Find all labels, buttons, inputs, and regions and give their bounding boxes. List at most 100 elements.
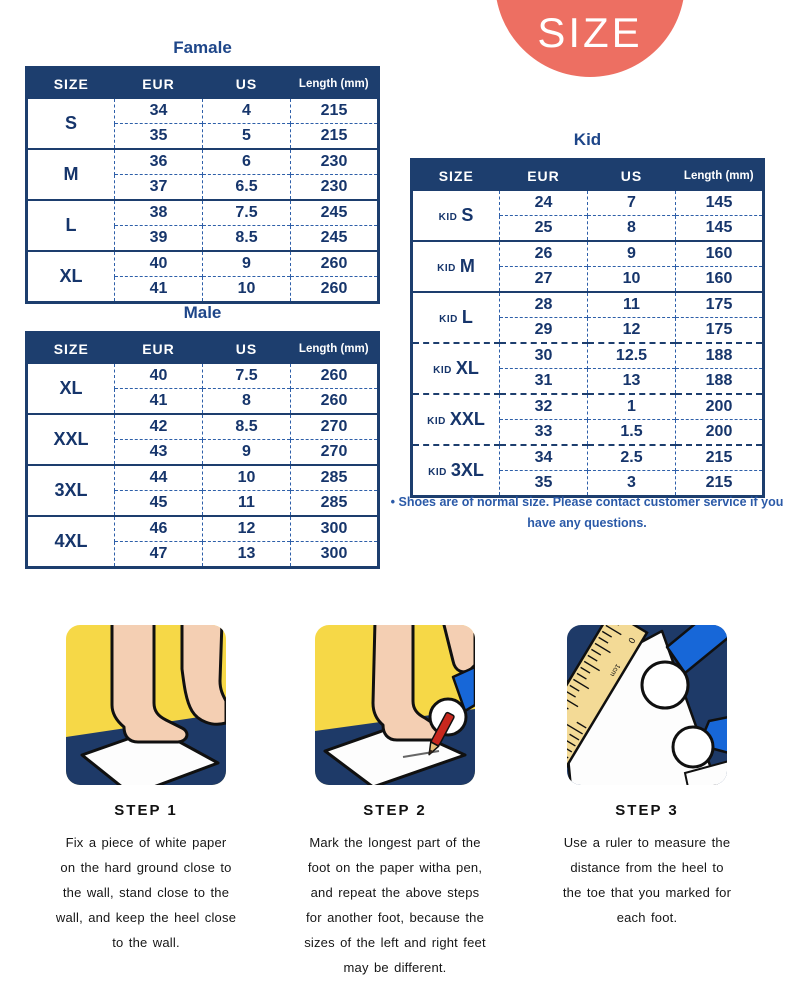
table-cell: 7.5 — [202, 199, 291, 226]
size-label-cell: KID M — [411, 240, 500, 292]
table-cell: 38 — [114, 199, 203, 226]
size-label-cell: 3XL — [26, 464, 115, 516]
table-cell: 6 — [202, 148, 291, 175]
table-cell: 12 — [587, 317, 676, 343]
table-cell: 36 — [114, 148, 203, 175]
table-cell: 11 — [587, 291, 676, 318]
kid-prefix: KID — [438, 212, 458, 223]
table-row: 35 5 215 — [27, 123, 379, 149]
step-2-text: Mark the longest part of the foot on the … — [265, 830, 525, 980]
step-text-line: foot on the paper witha pen, — [307, 860, 483, 875]
table-cell: 8 — [587, 215, 676, 241]
table-cell: 160 — [675, 240, 764, 267]
kid-prefix: KID — [428, 467, 447, 478]
table-cell: 25 — [499, 215, 588, 241]
size-badge-label: SIZE — [537, 9, 643, 56]
female-size-table: SIZE EUR US Length (mm) S 34 4 215 35 5 215 M 36 6 230… — [25, 66, 380, 304]
table-row: 35 3 215 — [412, 470, 764, 497]
size-note-line: • Shoes are of normal size. Please conta… — [390, 495, 784, 509]
table-row: KID L 28 11 175 — [411, 291, 764, 343]
table-cell: 26 — [499, 240, 588, 267]
table-row: 43 9 270 — [27, 439, 379, 465]
kid-prefix: KID — [437, 263, 456, 274]
table-row: KID XXL 32 1 200 — [411, 393, 764, 445]
male-size-table: SIZE EUR US Length (mm) XL 40 7.5 260 41 8 260 XXL 4… — [25, 331, 380, 569]
female-size-section: Famale SIZE EUR US Length (mm) S 34 4 215 35 5 215… — [25, 38, 380, 304]
column-header: SIZE — [26, 332, 115, 364]
svg-text:0: 0 — [626, 636, 637, 645]
table-cell: 260 — [290, 388, 379, 414]
step-2-block: STEP 2 Mark the longest part of the foot … — [265, 625, 525, 980]
header-row: SIZE EUR US Length (mm) — [26, 67, 379, 99]
table-cell: 13 — [202, 541, 291, 568]
step-3-title: STEP 3 — [615, 802, 679, 819]
kid-prefix: KID — [433, 365, 452, 376]
column-header: SIZE — [26, 67, 115, 99]
table-cell: 8.5 — [202, 225, 291, 251]
size-label-cell: S — [64, 113, 77, 133]
table-cell: 10 — [202, 276, 291, 303]
table-cell: 9 — [202, 439, 291, 465]
step-text-line: the toe that you marked for — [562, 885, 732, 900]
table-cell: 175 — [675, 317, 764, 343]
table-cell: 32 — [499, 393, 588, 420]
step-text-line: sizes of the left and right feet — [304, 935, 486, 950]
table-cell: 260 — [290, 250, 379, 277]
table-row: 29 12 175 — [412, 317, 764, 343]
column-header: Length (mm) — [675, 159, 764, 191]
column-header: EUR — [499, 159, 588, 191]
step-2-title: STEP 2 — [363, 802, 427, 819]
table-cell: 285 — [290, 464, 379, 491]
table-cell: 230 — [290, 148, 379, 175]
table-cell: 39 — [114, 225, 203, 251]
step-1-block: STEP 1 Fix a piece of white paper on the … — [16, 625, 276, 955]
table-cell: 42 — [114, 413, 203, 440]
header-row: SIZE EUR US Length (mm) — [26, 332, 379, 364]
table-row: XL 40 7.5 260 — [27, 364, 379, 398]
size-label-cell: KID 3XL — [411, 444, 500, 497]
table-cell: 175 — [675, 291, 764, 318]
table-row: 4XL 46 12 300 — [26, 515, 379, 568]
step-text-line: distance from the heel to — [570, 860, 724, 875]
table-cell: 7.5 — [202, 364, 291, 389]
table-cell: 215 — [675, 470, 764, 497]
table-cell: 215 — [290, 99, 379, 124]
step-1-title: STEP 1 — [114, 802, 178, 819]
table-cell: 285 — [290, 490, 379, 516]
table-cell: 45 — [114, 490, 203, 516]
step-3-text: Use a ruler to measure the distance from … — [517, 830, 777, 930]
header-row: SIZE EUR US Length (mm) — [411, 159, 764, 191]
table-row: 3XL 44 10 285 — [26, 464, 379, 516]
table-row: 31 13 188 — [412, 368, 764, 394]
table-cell: 3 — [587, 470, 676, 497]
table-cell: 230 — [290, 174, 379, 200]
kid-prefix: KID — [439, 314, 458, 325]
table-row: 41 8 260 — [27, 388, 379, 414]
table-cell: 35 — [499, 470, 588, 497]
size-label-cell: XXL — [26, 413, 115, 465]
size-note: • Shoes are of normal size. Please conta… — [391, 492, 784, 534]
table-cell: 6.5 — [202, 174, 291, 200]
table-cell: 9 — [587, 240, 676, 267]
table-cell: 300 — [290, 515, 379, 542]
kid-size-table: SIZE EUR US Length (mm) KID S 24 7 145 25 8 145 KID M… — [410, 158, 765, 498]
table-cell: 40 — [114, 364, 203, 389]
table-cell: 1 — [587, 393, 676, 420]
table-row: KID 3XL 34 2.5 215 — [411, 444, 764, 497]
table-cell: 41 — [114, 388, 203, 414]
step-text-line: Use a ruler to measure the — [563, 835, 731, 850]
table-row: 45 11 285 — [27, 490, 379, 516]
column-header: EUR — [114, 67, 203, 99]
male-table-title: Male — [183, 303, 222, 322]
size-label-cell: KID XL — [411, 342, 500, 394]
table-row: 37 6.5 230 — [27, 174, 379, 200]
table-cell: 46 — [114, 515, 203, 542]
table-row: 25 8 145 — [412, 215, 764, 241]
table-cell: 29 — [499, 317, 588, 343]
table-cell: 10 — [202, 464, 291, 491]
size-note-line: have any questions. — [527, 516, 647, 530]
feet-on-paper-illustration — [66, 625, 226, 785]
column-header: US — [202, 67, 291, 99]
table-cell: 188 — [675, 368, 764, 394]
